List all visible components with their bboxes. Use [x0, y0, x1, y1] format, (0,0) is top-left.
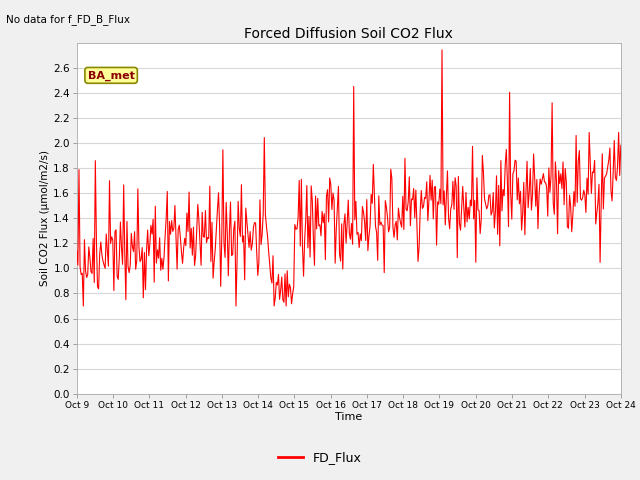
Title: Forced Diffusion Soil CO2 Flux: Forced Diffusion Soil CO2 Flux: [244, 27, 453, 41]
Legend: FD_Flux: FD_Flux: [273, 446, 367, 469]
X-axis label: Time: Time: [335, 412, 362, 422]
Y-axis label: Soil CO2 Flux (μmol/m2/s): Soil CO2 Flux (μmol/m2/s): [40, 150, 51, 287]
Text: BA_met: BA_met: [88, 70, 134, 81]
Text: No data for f_FD_B_Flux: No data for f_FD_B_Flux: [6, 14, 131, 25]
